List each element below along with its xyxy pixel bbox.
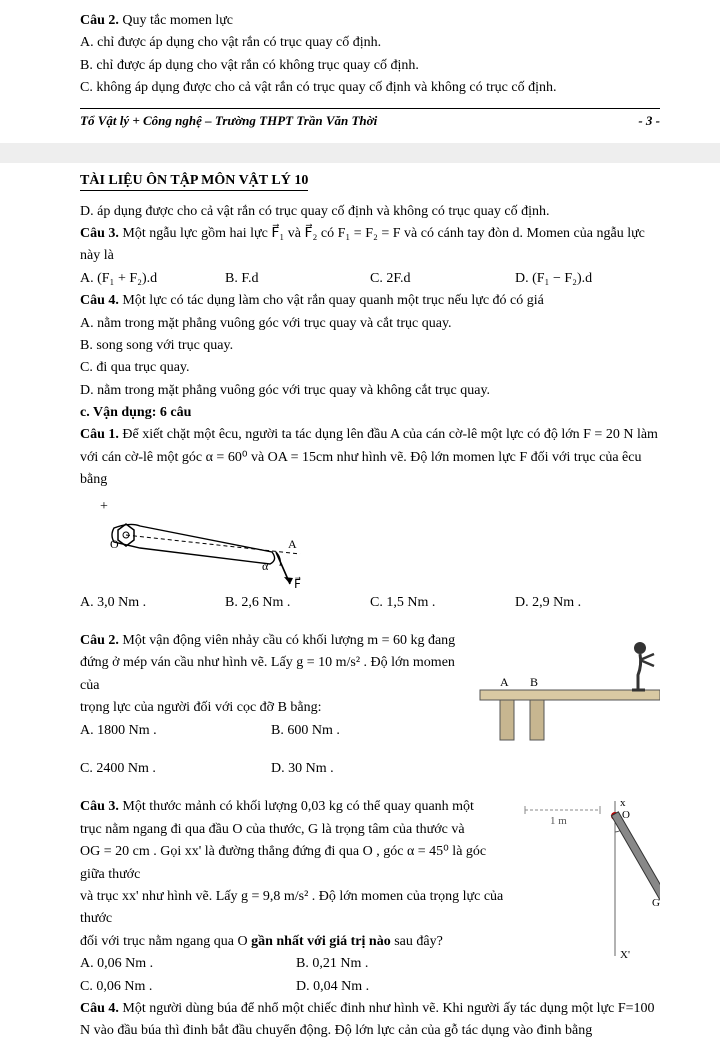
vd-q2-c: C. 2400 Nm . [80, 758, 271, 780]
q4-stem: Câu 4. Một lực có tác dụng làm cho vật r… [80, 290, 660, 312]
vd-q3-text3: OG = 20 cm . Gọi xx' là đường thẳng đứng… [80, 841, 512, 886]
vd-q4-text: Một người dùng búa để nhổ một chiếc đinh… [80, 1001, 655, 1038]
vd-q1-a: A. 3,0 Nm . [80, 592, 225, 614]
vd-q1-text: Để xiết chặt một êcu, người ta tác dụng … [80, 427, 658, 487]
q2-opt-d: D. áp dụng được cho cả vật rắn có trục q… [80, 201, 660, 223]
a-label: A [288, 537, 297, 551]
q3-title: Câu 3. [80, 226, 119, 241]
vd-q2-b: B. 600 Nm . [271, 720, 462, 742]
vd-q3-b: B. 0,21 Nm . [296, 953, 512, 975]
footer-rule [80, 108, 660, 109]
vd-q1-options: A. 3,0 Nm . B. 2,6 Nm . C. 1,5 Nm . D. 2… [80, 592, 660, 614]
onem-label: 1 m [550, 815, 567, 827]
vd-q2-text3: trọng lực của người đối với cọc đỡ B bằn… [80, 697, 462, 719]
b-post-label: B [530, 675, 538, 689]
q2-opt-c: C. không áp dụng được cho cả vật rắn có … [80, 77, 660, 99]
vd-q3-text1: Một thước mảnh có khối lượng 0,03 kg có … [119, 799, 474, 814]
vd-q3-text2: trục nằm ngang đi qua đầu O của thước, G… [80, 819, 512, 841]
alpha-label: α [262, 559, 269, 573]
page-footer: Tổ Vật lý + Công nghệ – Trường THPT Trần… [80, 113, 660, 133]
a-post-label: A [500, 675, 509, 689]
vd-q1-c: C. 1,5 Nm . [370, 592, 515, 614]
vd-q2-title: Câu 2. [80, 633, 119, 648]
q2-text: Quy tắc momen lực [119, 13, 233, 28]
vd-q3-a: A. 0,06 Nm . [80, 953, 296, 975]
footer-right: - 3 - [638, 113, 660, 129]
vd-q1-b: B. 2,6 Nm . [225, 592, 370, 614]
q3-a: A. (F₁ + F₂).d [80, 268, 225, 290]
vd-heading: c. Vận dụng: 6 câu [80, 402, 660, 424]
q3-b: B. F.d [225, 268, 370, 290]
q3-text: Một ngẫu lực gồm hai lực F⃗₁ và F⃗₂ có F… [80, 226, 645, 263]
vd-q3-text5: đối với trục nằm ngang qua O gần nhất vớ… [80, 931, 512, 953]
o-label: O [110, 537, 119, 551]
doc-title: TÀI LIỆU ÔN TẬP MÔN VẬT LÝ 10 [80, 173, 308, 191]
vd-q4-title: Câu 4. [80, 1001, 119, 1016]
plus-label: + [100, 499, 108, 514]
vd-q3-d: D. 0,04 Nm . [296, 976, 512, 998]
vd-q2-d: D. 30 Nm . [271, 758, 462, 780]
g-label: G [652, 897, 660, 909]
vd-q3-title: Câu 3. [80, 799, 119, 814]
vd-q1-stem: Câu 1. Để xiết chặt một êcu, người ta tá… [80, 424, 660, 491]
vd-q1-title: Câu 1. [80, 427, 119, 442]
ruler-o-label: O [622, 809, 630, 821]
q4-a: A. nằm trong mặt phẳng vuông góc với trụ… [80, 313, 660, 335]
q2-title: Câu 2. [80, 13, 119, 28]
vd-q3-block: Câu 3. Một thước mảnh có khối lượng 0,03… [80, 796, 660, 998]
q3-d: D. (F₁ − F₂).d [515, 268, 660, 290]
q3-stem: Câu 3. Một ngẫu lực gồm hai lực F⃗₁ và F… [80, 223, 660, 268]
vd-q2-text1: Một vận động viên nhảy cầu có khối lượng… [119, 633, 455, 648]
vd-q3-text4: và trục xx' như hình vẽ. Lấy g = 9,8 m/s… [80, 886, 512, 931]
footer-left: Tổ Vật lý + Công nghệ – Trường THPT Trần… [80, 113, 377, 129]
q4-d: D. nằm trong mặt phẳng vuông góc với trụ… [80, 380, 660, 402]
q2-line: Câu 2. Quy tắc momen lực [80, 10, 660, 32]
vd-q1-d: D. 2,9 Nm . [515, 592, 660, 614]
q4-title: Câu 4. [80, 293, 119, 308]
xp-label: X' [620, 949, 630, 961]
q4-text: Một lực có tác dụng làm cho vật rắn quay… [119, 293, 544, 308]
q4-c: C. đi qua trục quay. [80, 357, 660, 379]
q3-c: C. 2F.d [370, 268, 515, 290]
ruler-figure: 1 m x X' O α G [520, 796, 660, 966]
page-gap [0, 143, 720, 163]
x-label: x [620, 797, 626, 809]
vd-q4-stem: Câu 4. Một người dùng búa để nhổ một chi… [80, 998, 660, 1043]
vd-q2-block: Câu 2. Một vận động viên nhảy cầu có khố… [80, 630, 660, 780]
diver-figure: A B [470, 630, 660, 750]
vd-q3-c: C. 0,06 Nm . [80, 976, 296, 998]
vd-q2-a: A. 1800 Nm . [80, 720, 271, 742]
f-label: F⃗ [294, 575, 301, 590]
wrench-figure: + O A α F⃗ [80, 492, 340, 592]
vd-q2-text2: đứng ở mép ván cầu như hình vẽ. Lấy g = … [80, 652, 462, 697]
q3-options: A. (F₁ + F₂).d B. F.d C. 2F.d D. (F₁ − F… [80, 268, 660, 290]
q2-opt-b: B. chỉ được áp dụng cho vật rắn có không… [80, 55, 660, 77]
q2-opt-a: A. chỉ được áp dụng cho vật rắn có trục … [80, 32, 660, 54]
q4-b: B. song song với trục quay. [80, 335, 660, 357]
